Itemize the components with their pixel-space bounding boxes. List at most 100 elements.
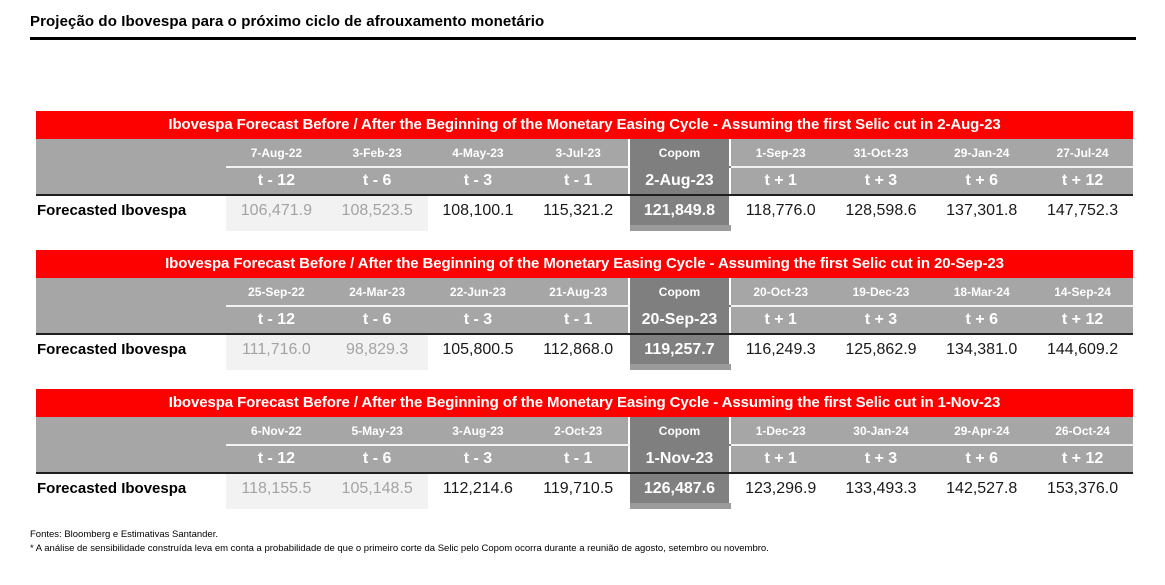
offset-cell: t + 6	[931, 445, 1033, 474]
offset-cell: t - 1	[528, 167, 630, 196]
page-title: Projeção do Ibovespa para o próximo cicl…	[30, 13, 545, 30]
row-label: Forecasted Ibovespa	[36, 334, 226, 370]
offset-cell: t - 3	[427, 306, 529, 335]
tables-container: Ibovespa Forecast Before / After the Beg…	[36, 111, 1133, 509]
forecast-table-3: Ibovespa Forecast Before / After the Beg…	[36, 389, 1133, 509]
table-banner: Ibovespa Forecast Before / After the Beg…	[36, 389, 1133, 417]
footer-notes: Fontes: Bloomberg e Estimativas Santande…	[30, 528, 1136, 556]
date-header-cell: 3-Feb-23	[326, 139, 428, 168]
forecast-table-1: Ibovespa Forecast Before / After the Beg…	[36, 111, 1133, 231]
forecast-grid: 6-Nov-22 5-May-23 3-Aug-23 2-Oct-23 Copom 1-D…	[36, 417, 1133, 509]
offset-cell: t - 3	[427, 445, 529, 474]
spacer-cell	[36, 445, 226, 474]
forecast-table-2: Ibovespa Forecast Before / After the Beg…	[36, 250, 1133, 370]
forecast-value: 108,523.5	[326, 195, 428, 231]
date-header-cell: 3-Jul-23	[528, 139, 630, 168]
forecast-value: 128,598.6	[830, 195, 932, 231]
date-header-cell: 1-Dec-23	[729, 417, 831, 446]
date-header-cell: 27-Jul-24	[1032, 139, 1133, 168]
forecast-row: Forecasted Ibovespa 118,155.5 105,148.5 112…	[36, 473, 1133, 509]
date-header-cell: 31-Oct-23	[830, 139, 932, 168]
offset-cell: t + 12	[1032, 445, 1133, 474]
forecast-row: Forecasted Ibovespa 111,716.0 98,829.3 105,…	[36, 334, 1133, 370]
forecast-value: 153,376.0	[1032, 473, 1133, 509]
copom-header-cell: Copom	[628, 278, 731, 307]
forecast-value: 118,155.5	[226, 473, 327, 509]
copom-date-cell: 20-Sep-23	[628, 306, 731, 335]
date-header-cell: 29-Jan-24	[931, 139, 1033, 168]
copom-header-cell: Copom	[628, 417, 731, 446]
methodology-note: * A análise de sensibilidade construída …	[30, 542, 769, 554]
forecast-row: Forecasted Ibovespa 106,471.9 108,523.5 108…	[36, 195, 1133, 231]
date-header-cell: 6-Nov-22	[226, 417, 327, 446]
forecast-value: 144,609.2	[1032, 334, 1133, 370]
offset-cell: t - 12	[226, 445, 327, 474]
forecast-value: 123,296.9	[729, 473, 831, 509]
offset-cell: t + 1	[729, 167, 831, 196]
spacer-cell	[36, 306, 226, 335]
offset-cell: t + 12	[1032, 306, 1133, 335]
offset-cell: t + 6	[931, 306, 1033, 335]
offset-cell: t - 6	[326, 306, 428, 335]
date-header-cell: 4-May-23	[427, 139, 529, 168]
forecast-grid: 25-Sep-22 24-Mar-23 22-Jun-23 21-Aug-23 Copo…	[36, 278, 1133, 370]
date-header-cell: 2-Oct-23	[528, 417, 630, 446]
copom-date-cell: 1-Nov-23	[628, 445, 731, 474]
table-banner: Ibovespa Forecast Before / After the Beg…	[36, 250, 1133, 278]
offset-cell: t + 6	[931, 167, 1033, 196]
forecast-value: 98,829.3	[326, 334, 428, 370]
forecast-value: 106,471.9	[226, 195, 327, 231]
date-header-row: 25-Sep-22 24-Mar-23 22-Jun-23 21-Aug-23 Copo…	[36, 278, 1133, 307]
forecast-value: 112,868.0	[528, 334, 630, 370]
offset-cell: t - 1	[528, 306, 630, 335]
forecast-value: 125,862.9	[830, 334, 932, 370]
spacer-cell	[36, 167, 226, 196]
date-header-cell: 3-Aug-23	[427, 417, 529, 446]
forecast-value: 126,487.6	[628, 473, 731, 509]
forecast-grid: 7-Aug-22 3-Feb-23 4-May-23 3-Jul-23 Copom 1-S…	[36, 139, 1133, 231]
date-header-cell: 26-Oct-24	[1032, 417, 1133, 446]
forecast-value: 121,849.8	[628, 195, 731, 231]
date-header-row: 7-Aug-22 3-Feb-23 4-May-23 3-Jul-23 Copom 1-S…	[36, 139, 1133, 168]
spacer-cell	[36, 278, 226, 306]
date-header-cell: 20-Oct-23	[729, 278, 831, 307]
offset-cell: t - 6	[326, 445, 428, 474]
spacer-cell	[36, 417, 226, 445]
forecast-value: 105,148.5	[326, 473, 428, 509]
date-header-cell: 14-Sep-24	[1032, 278, 1133, 307]
offset-cell: t - 3	[427, 167, 529, 196]
copom-header-cell: Copom	[628, 139, 731, 168]
date-header-cell: 5-May-23	[326, 417, 428, 446]
offset-cell: t + 1	[729, 306, 831, 335]
date-header-cell: 18-Mar-24	[931, 278, 1033, 307]
forecast-value: 134,381.0	[931, 334, 1033, 370]
offset-cell: t + 3	[830, 167, 932, 196]
forecast-value: 112,214.6	[427, 473, 529, 509]
forecast-value: 119,710.5	[528, 473, 630, 509]
date-header-cell: 24-Mar-23	[326, 278, 428, 307]
forecast-value: 133,493.3	[830, 473, 932, 509]
sources-note: Fontes: Bloomberg e Estimativas Santande…	[30, 529, 218, 540]
forecast-value: 137,301.8	[931, 195, 1033, 231]
forecast-value: 147,752.3	[1032, 195, 1133, 231]
offset-cell: t + 1	[729, 445, 831, 474]
offset-cell: t - 12	[226, 306, 327, 335]
title-rule	[30, 37, 1136, 40]
forecast-value: 142,527.8	[931, 473, 1033, 509]
forecast-value: 108,100.1	[427, 195, 529, 231]
copom-date-cell: 2-Aug-23	[628, 167, 731, 196]
date-header-cell: 22-Jun-23	[427, 278, 529, 307]
table-banner: Ibovespa Forecast Before / After the Beg…	[36, 111, 1133, 139]
date-header-cell: 21-Aug-23	[528, 278, 630, 307]
forecast-value: 119,257.7	[628, 334, 731, 370]
forecast-value: 111,716.0	[226, 334, 327, 370]
offset-cell: t - 6	[326, 167, 428, 196]
offset-cell: t - 1	[528, 445, 630, 474]
date-header-cell: 7-Aug-22	[226, 139, 327, 168]
forecast-value: 105,800.5	[427, 334, 529, 370]
row-label: Forecasted Ibovespa	[36, 195, 226, 231]
